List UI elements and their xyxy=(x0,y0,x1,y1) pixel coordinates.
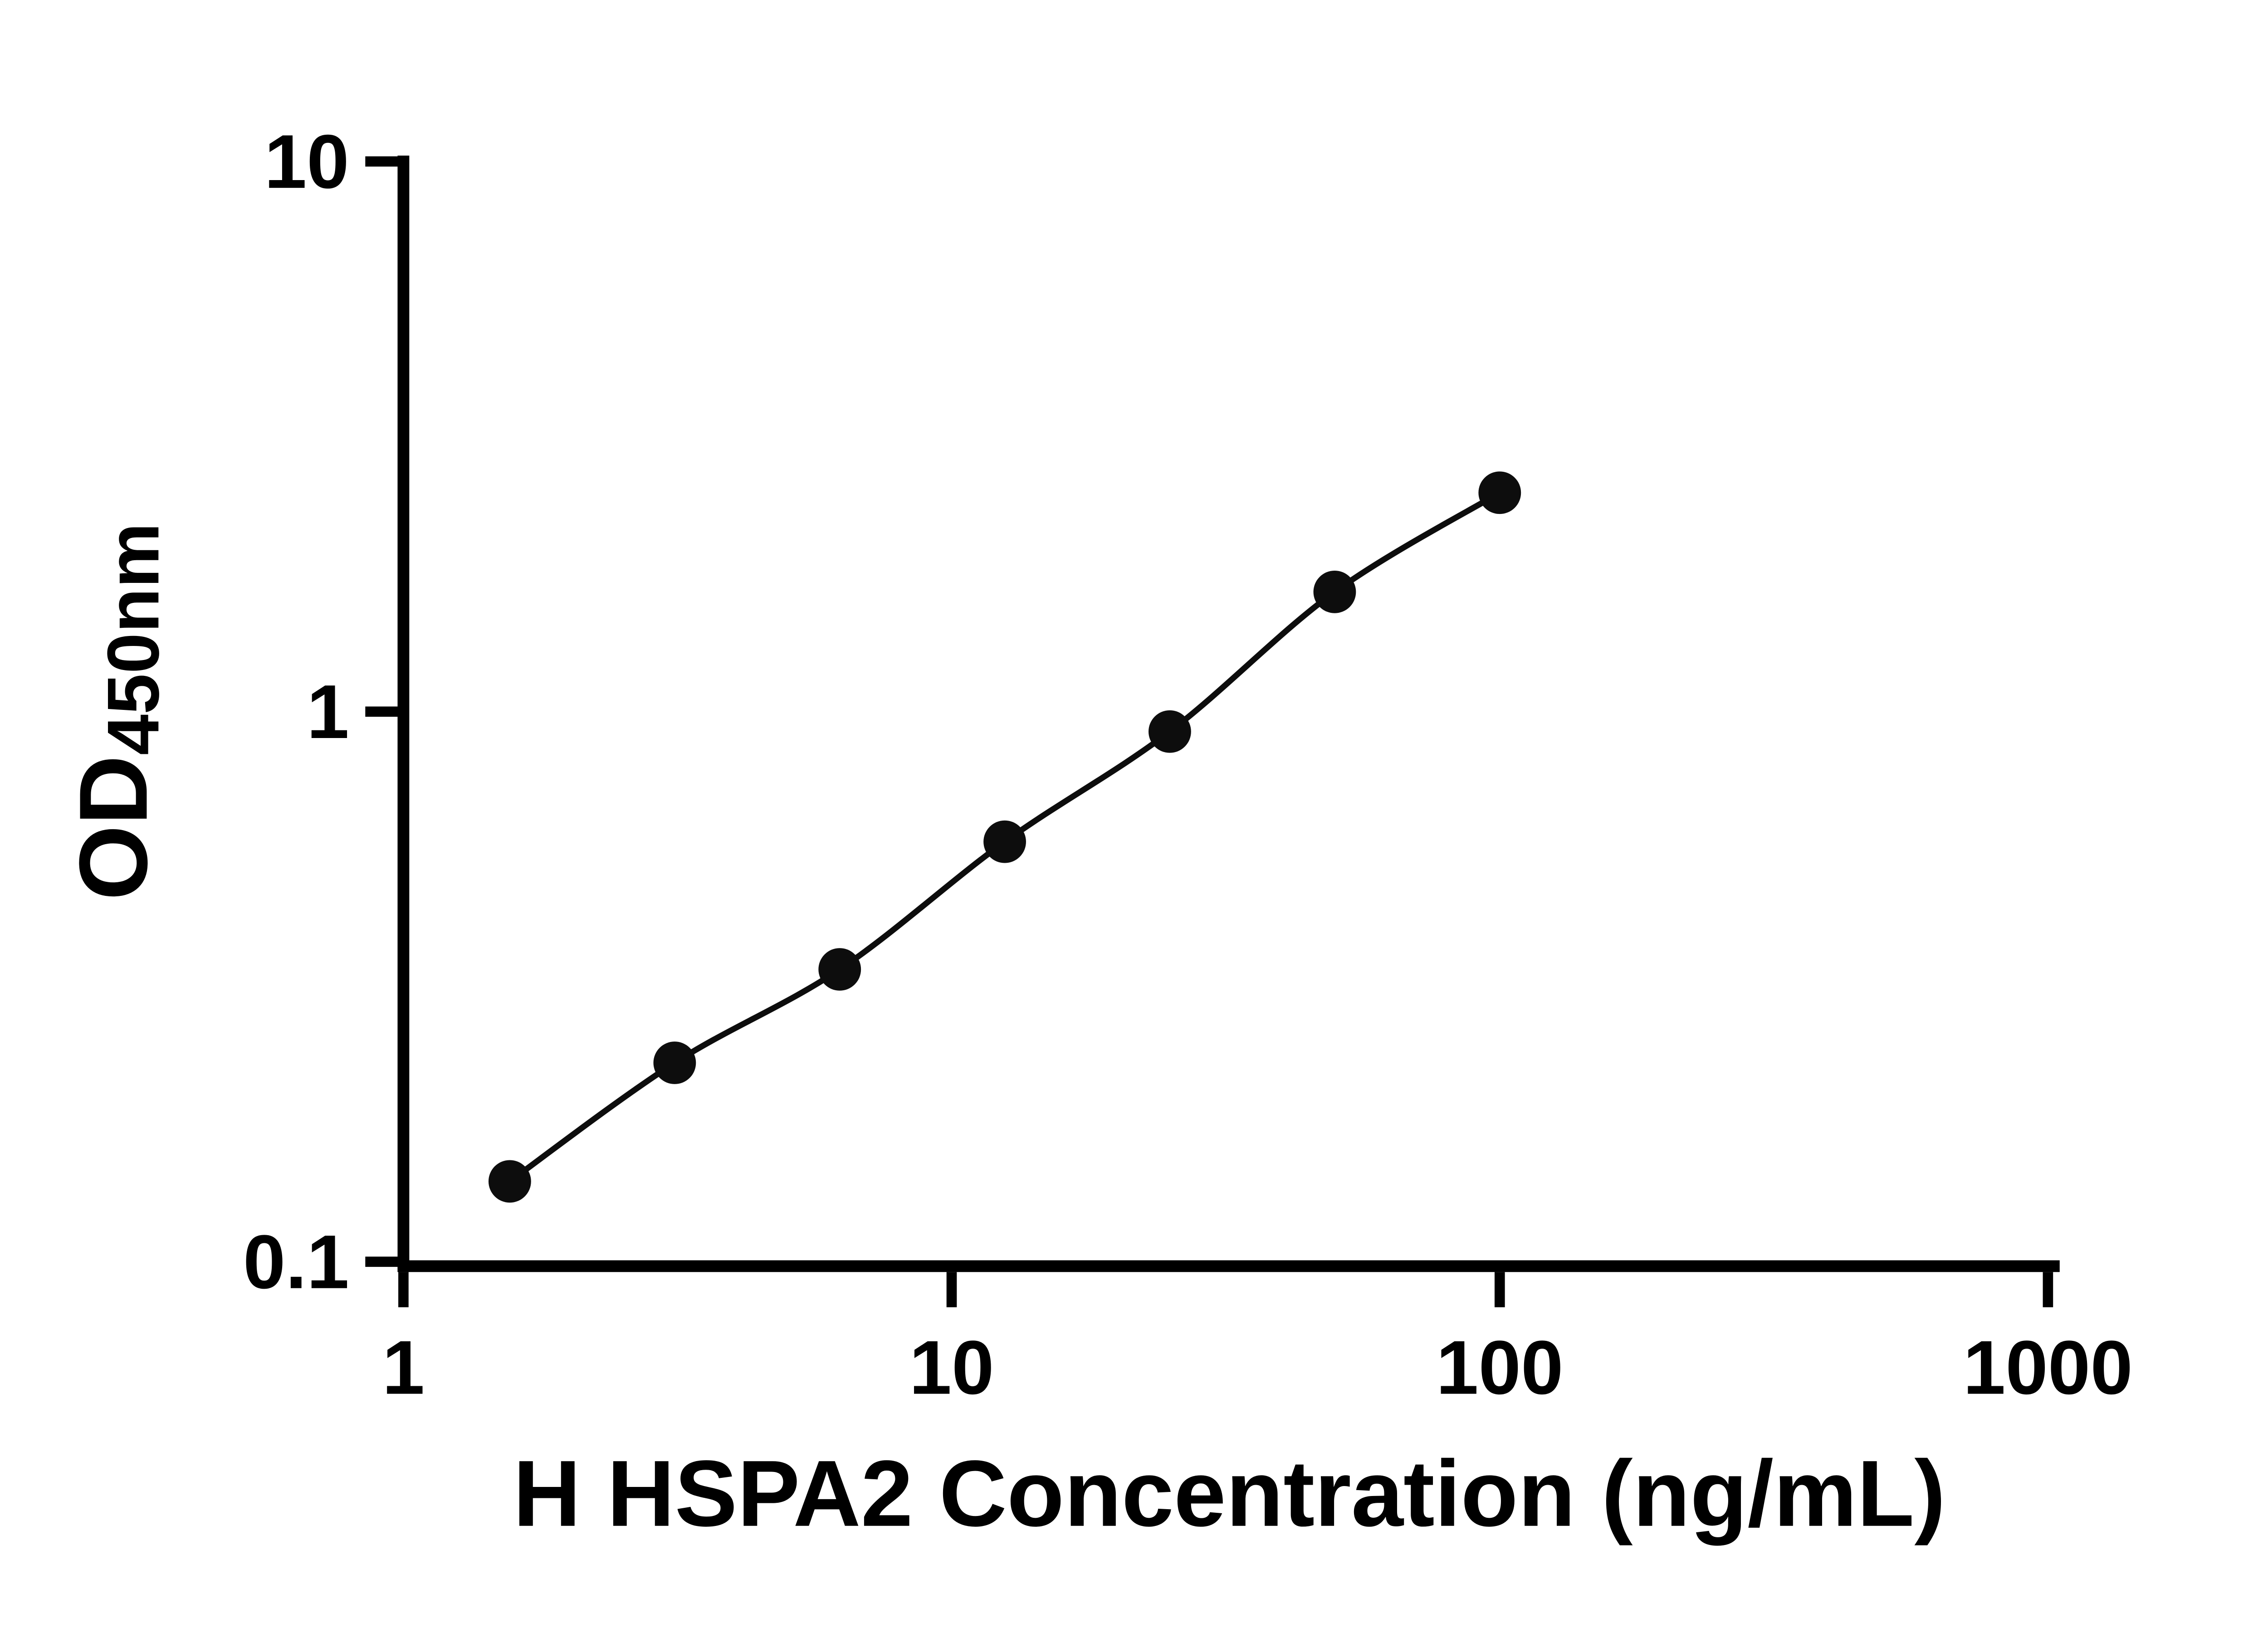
y-axis-title-main: OD xyxy=(59,755,167,900)
data-points xyxy=(488,471,1521,1203)
axis-tick-labels: 10 1 0.1 1 10 100 1000 xyxy=(243,119,2133,1410)
data-point xyxy=(818,948,861,991)
axes xyxy=(397,156,2060,1272)
data-point xyxy=(1149,710,1191,753)
data-point xyxy=(1478,471,1521,514)
x-tick-label: 1000 xyxy=(1963,1325,2133,1410)
data-point xyxy=(653,1041,696,1084)
y-tick-label: 0.1 xyxy=(243,1219,349,1305)
y-tick-label: 10 xyxy=(264,119,349,204)
y-axis-title: OD450nm xyxy=(59,523,174,900)
data-point xyxy=(1313,570,1356,613)
x-tick-label: 100 xyxy=(1436,1325,1564,1410)
data-point xyxy=(488,1160,531,1203)
x-tick-label: 10 xyxy=(909,1325,994,1410)
data-point xyxy=(983,820,1026,863)
y-axis-title-subscript: 450nm xyxy=(93,523,174,755)
axis-ticks xyxy=(365,156,2053,1307)
x-axis-title: H HSPA2 Concentration (ng/mL) xyxy=(513,1441,1945,1546)
x-tick-label: 1 xyxy=(382,1325,425,1410)
y-tick-label: 1 xyxy=(307,669,349,754)
